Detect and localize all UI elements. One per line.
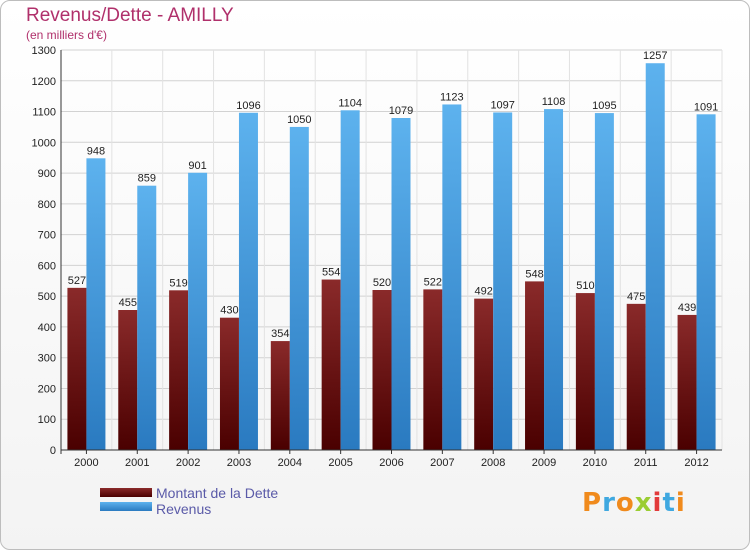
bar-revenus [493, 112, 513, 450]
bar-dette [372, 290, 392, 450]
y-tick-label: 800 [38, 199, 56, 211]
data-label: 1050 [287, 114, 311, 126]
bar-dette [169, 290, 189, 450]
bar-revenus [696, 114, 716, 451]
bar-dette [474, 298, 494, 450]
data-label: 475 [627, 291, 645, 303]
y-tick-label: 100 [38, 414, 56, 426]
x-tick-label: 2008 [481, 457, 505, 469]
data-label: 948 [87, 145, 105, 157]
data-label: 1095 [592, 100, 616, 112]
bar-dette [321, 279, 341, 450]
proxiti-logo: Proxiti [582, 488, 686, 518]
data-label: 1104 [338, 97, 362, 109]
x-tick-label: 2010 [583, 457, 607, 469]
bar-dette [575, 293, 595, 450]
bar-revenus [137, 185, 157, 450]
data-label: 859 [138, 173, 156, 185]
bar-revenus [289, 126, 309, 450]
data-label: 1096 [236, 100, 260, 112]
bar-revenus [188, 172, 208, 450]
x-tick-label: 2007 [430, 457, 454, 469]
legend-swatch-revenus [100, 502, 152, 511]
bar-revenus [86, 158, 106, 451]
legend-swatch-dette [100, 488, 152, 497]
data-label: 430 [220, 305, 238, 317]
data-label: 519 [169, 277, 187, 289]
y-tick-label: 700 [38, 230, 56, 242]
bars: 527 948 455 859 519 901 430 1096 354 1050 554 1104 5… [67, 50, 718, 451]
x-tick-label: 2000 [74, 457, 98, 469]
axes: 0 100 200 300 400 500 600 700 800 900 1000 1100 1200… [32, 45, 722, 469]
data-label: 1108 [542, 96, 566, 108]
data-label: 439 [678, 302, 696, 314]
y-tick-label: 1200 [32, 76, 56, 88]
x-tick-label: 2005 [328, 457, 352, 469]
legend-label-revenus: Revenus [156, 501, 212, 517]
data-label: 1257 [643, 50, 667, 62]
data-label: 455 [119, 297, 137, 309]
bar-revenus [645, 63, 665, 450]
x-tick-label: 2003 [227, 457, 251, 469]
y-tick-label: 0 [50, 445, 56, 457]
data-label: 527 [68, 275, 86, 287]
data-label: 901 [188, 160, 206, 172]
data-label: 548 [525, 268, 543, 280]
x-tick-label: 2004 [278, 457, 302, 469]
x-tick-label: 2006 [379, 457, 403, 469]
data-label: 554 [322, 267, 340, 279]
data-label: 1123 [440, 91, 464, 103]
y-tick-label: 600 [38, 260, 56, 272]
x-tick-label: 2002 [176, 457, 200, 469]
y-tick-label: 1100 [32, 107, 56, 119]
bar-revenus [238, 112, 258, 451]
bar-revenus [544, 109, 564, 451]
bar-dette [423, 289, 443, 450]
bar-dette [525, 281, 545, 450]
y-tick-label: 1300 [32, 45, 56, 57]
legend-label-dette: Montant de la Dette [156, 485, 279, 501]
bar-dette [270, 341, 290, 450]
chart-subtitle: (en milliers d'€) [26, 28, 107, 42]
y-tick-label: 900 [38, 168, 56, 180]
x-tick-label: 2009 [532, 457, 556, 469]
bar-dette [219, 317, 239, 450]
bar-revenus [442, 104, 462, 450]
data-label: 354 [271, 328, 289, 340]
y-tick-label: 500 [38, 291, 56, 303]
data-label: 520 [373, 277, 391, 289]
data-label: 492 [475, 286, 493, 298]
x-tick-label: 2012 [684, 457, 708, 469]
data-label: 1097 [490, 99, 514, 111]
bar-dette [118, 310, 138, 450]
y-tick-label: 200 [38, 383, 56, 395]
y-tick-label: 300 [38, 353, 56, 365]
x-tick-label: 2001 [125, 457, 149, 469]
y-tick-label: 400 [38, 322, 56, 334]
x-tick-label: 2011 [634, 457, 658, 469]
bar-revenus [594, 113, 614, 451]
data-label: 1091 [694, 101, 718, 113]
data-label: 510 [576, 280, 594, 292]
chart-title: Revenus/Dette - AMILLY [26, 5, 234, 26]
bar-revenus [340, 110, 360, 451]
bar-dette [677, 314, 697, 450]
bar-dette [67, 287, 87, 450]
data-label: 1079 [389, 105, 413, 117]
y-tick-label: 1000 [32, 137, 56, 149]
bar-revenus [391, 118, 411, 450]
data-label: 522 [424, 276, 442, 288]
bar-dette [626, 303, 646, 450]
